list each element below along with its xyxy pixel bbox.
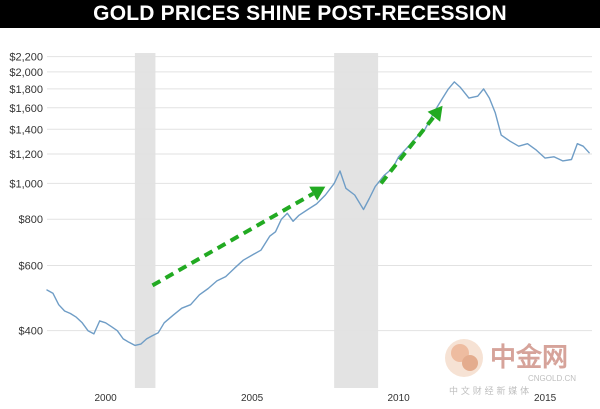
- x-tick-label-2010: 2010: [387, 393, 410, 404]
- chart-title: GOLD PRICES SHINE POST-RECESSION: [0, 0, 600, 28]
- watermark-subtitle: 中 文 财 经 新 媒 体: [449, 385, 529, 397]
- x-tick-label-2015: 2015: [534, 393, 557, 404]
- y-tick-label-1600: $1,600: [9, 103, 43, 115]
- y-tick-label-1200: $1,200: [9, 149, 43, 161]
- watermark-url: CNGOLD.CN: [528, 374, 576, 383]
- recession-bands: [134, 53, 379, 388]
- x-tick-label-2005: 2005: [241, 393, 264, 404]
- watermark: 中金网 CNGOLD.CN 中 文 财 经 新 媒 体: [445, 339, 576, 397]
- recession-band-1: [134, 53, 156, 388]
- y-tick-label-1800: $1,800: [9, 84, 43, 96]
- plot-background: [0, 28, 600, 409]
- watermark-logo-icon: [445, 339, 483, 377]
- y-tick-label-1400: $1,400: [9, 124, 43, 136]
- series-line-gold-price: [46, 81, 590, 347]
- y-tick-label-600: $600: [19, 260, 43, 272]
- trend-arrow-2-head: [427, 105, 443, 122]
- watermark-name: 中金网: [490, 342, 568, 373]
- trend-arrows: [151, 105, 443, 288]
- series-layer: [46, 81, 590, 347]
- y-axis-ticks: $400 $600 $800 $1,000 $1,200 $1,400 $1,600 $1,8…: [9, 52, 43, 338]
- y-tick-label-2200: $2,200: [9, 52, 43, 64]
- y-tick-label-800: $800: [19, 214, 43, 226]
- x-axis-ticks: 2000 2005 2010 2015: [94, 393, 556, 404]
- y-tick-label-1000: $1,000: [9, 178, 43, 190]
- trend-arrow-1-head: [309, 186, 326, 201]
- trend-arrow-1-shaft: [151, 191, 315, 288]
- y-tick-label-2000: $2,000: [9, 67, 43, 79]
- gridlines: [47, 56, 592, 332]
- recession-band-2: [334, 53, 379, 388]
- y-tick-label-400: $400: [19, 326, 43, 338]
- x-tick-label-2000: 2000: [94, 393, 117, 404]
